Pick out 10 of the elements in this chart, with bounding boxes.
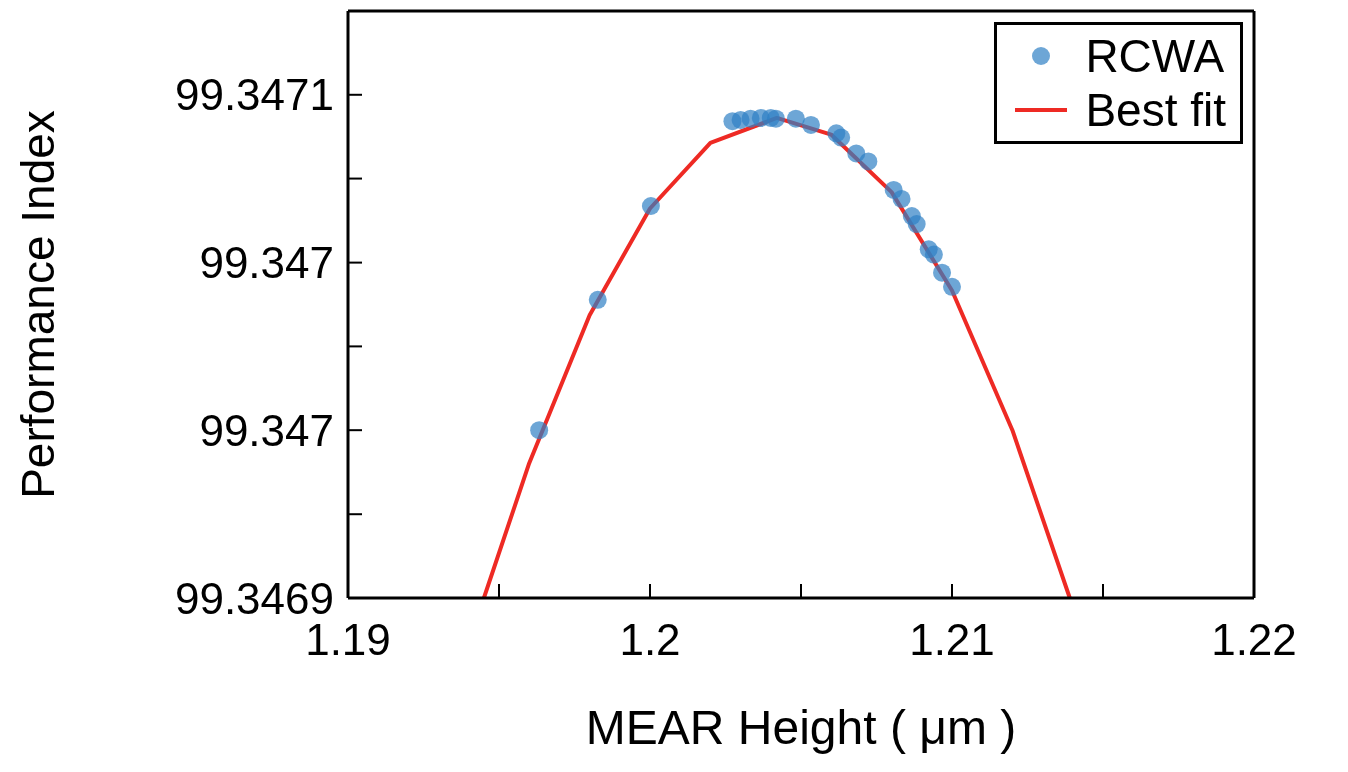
y-tick-label: 99.3471 <box>174 70 334 120</box>
y-tick-label: 99.347 <box>199 405 334 455</box>
x-tick-label: 1.21 <box>909 615 995 665</box>
legend-label: Best fit <box>1085 83 1226 137</box>
x-tick-label: 1.22 <box>1211 615 1297 665</box>
x-tick-label: 1.2 <box>619 615 681 665</box>
x-axis-title: MEAR Height ( μm ) <box>585 701 1017 754</box>
legend-label: RCWA <box>1085 29 1225 83</box>
y-axis-title: Performance Index <box>12 110 65 499</box>
y-tick-label: 99.347 <box>199 238 334 288</box>
